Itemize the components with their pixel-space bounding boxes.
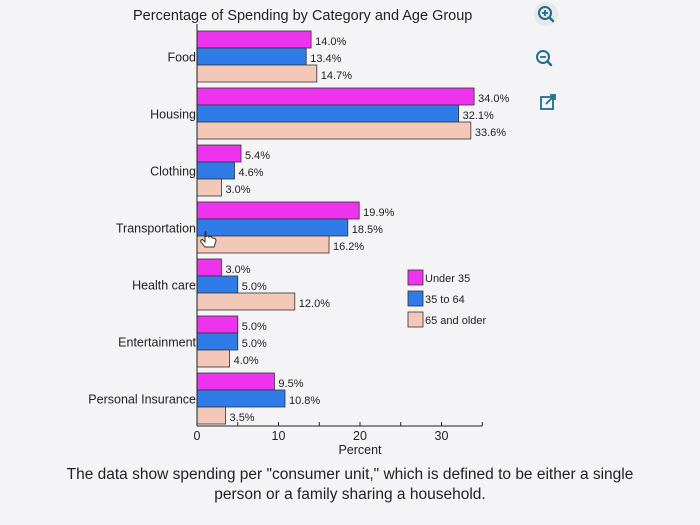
data-label: 9.5%	[278, 378, 303, 390]
bar-under-35	[196, 201, 360, 220]
category-label: Entertainment	[118, 336, 196, 350]
category-label: Transportation	[116, 222, 196, 236]
data-label: 34.0%	[478, 93, 509, 105]
zoom-in-button[interactable]	[532, 0, 560, 28]
caption: The data show spending per "consumer uni…	[0, 465, 700, 505]
labels-layer: Food 14.0% 13.4% 14.7% Housing 34.0% 32.1% 33.6…	[88, 36, 509, 424]
data-label: 5.0%	[242, 321, 267, 333]
bar-65-and-older	[196, 178, 222, 197]
caption-line-2: person or a family sharing a household.	[214, 486, 486, 503]
hand-pointer-icon	[200, 231, 217, 248]
bar-under-35	[196, 87, 475, 106]
bar-under-35	[196, 258, 222, 277]
bar-65-and-older	[196, 64, 318, 83]
category-label: Clothing	[150, 165, 196, 179]
legend-label: 65 and older	[425, 315, 486, 327]
category-label: Food	[168, 51, 197, 65]
popout-button[interactable]	[534, 88, 562, 116]
bar-65-and-older	[196, 121, 472, 140]
legend-swatch	[407, 311, 424, 328]
x-tick-label: 10	[272, 429, 286, 443]
zoom-in-icon	[534, 2, 558, 26]
data-label: 16.2%	[333, 241, 364, 253]
data-label: 19.9%	[363, 207, 394, 219]
category-label: Health care	[132, 279, 196, 293]
caption-line-1: The data show spending per "consumer uni…	[66, 466, 634, 483]
x-tick-label: 30	[435, 429, 449, 443]
legend-label: 35 to 64	[425, 294, 465, 306]
data-label: 3.0%	[225, 264, 250, 276]
bar-under-35	[196, 315, 239, 334]
zoom-out-icon	[536, 50, 553, 67]
data-label: 32.1%	[463, 110, 494, 122]
bar-35-to-64	[196, 389, 286, 408]
x-tick-label: 20	[353, 429, 367, 443]
data-label: 18.5%	[352, 224, 383, 236]
bar-under-35	[196, 144, 242, 163]
bar-35-to-64	[196, 47, 307, 66]
x-tick-label: 0	[194, 429, 201, 443]
data-label: 13.4%	[310, 53, 341, 65]
bar-35-to-64	[196, 161, 235, 180]
bar-35-to-64	[196, 104, 460, 123]
legend: Under 35 35 to 64 65 and older	[407, 269, 486, 328]
data-label: 3.5%	[230, 412, 255, 424]
data-label: 12.0%	[299, 298, 330, 310]
bar-65-and-older	[196, 406, 226, 425]
data-label: 33.6%	[475, 127, 506, 139]
category-label: Personal Insurance	[88, 393, 196, 407]
data-label: 10.8%	[289, 395, 320, 407]
bar-35-to-64	[196, 332, 239, 351]
bar-35-to-64	[196, 218, 349, 237]
data-label: 3.0%	[225, 184, 250, 196]
data-label: 5.4%	[245, 150, 270, 162]
chart-title: Percentage of Spending by Category and A…	[133, 8, 472, 24]
data-label: 5.0%	[242, 338, 267, 350]
category-label: Housing	[150, 108, 196, 122]
bar-65-and-older	[196, 235, 330, 254]
data-label: 5.0%	[242, 281, 267, 293]
data-label: 4.0%	[234, 355, 259, 367]
bar-65-and-older	[196, 292, 296, 311]
legend-label: Under 35	[425, 273, 470, 285]
x-axis-label: Percent	[338, 443, 382, 457]
zoom-out-button[interactable]	[530, 44, 558, 72]
x-axis: 0 10 20 30 Percent	[194, 24, 483, 457]
bar-35-to-64	[196, 275, 239, 294]
bar-65-and-older	[196, 349, 230, 368]
external-link-icon	[540, 94, 556, 110]
legend-swatch	[407, 269, 424, 286]
bar-under-35	[196, 372, 275, 391]
data-label: 14.0%	[315, 36, 346, 48]
legend-swatch	[407, 290, 424, 307]
data-label: 4.6%	[238, 167, 263, 179]
data-label: 14.7%	[321, 70, 352, 82]
bar-under-35	[196, 30, 312, 49]
